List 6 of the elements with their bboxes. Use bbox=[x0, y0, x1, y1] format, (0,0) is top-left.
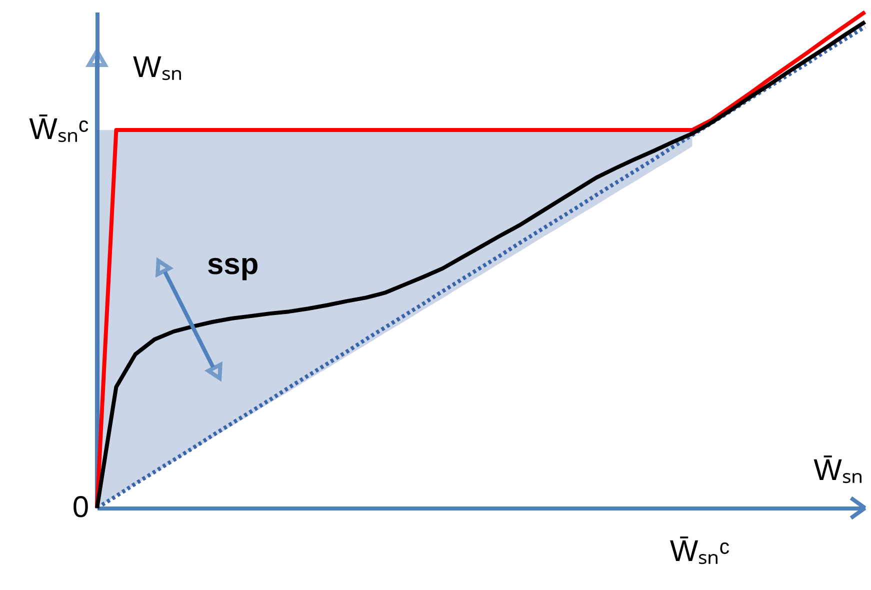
y-axis-title: Wₛₙ bbox=[133, 51, 182, 84]
text: W̄ₛₙᶜ bbox=[670, 535, 730, 568]
x-axis-title: W̄ₛₙ bbox=[814, 454, 863, 487]
text: W̄ₛₙᶜ bbox=[29, 113, 89, 146]
text: 0 bbox=[72, 491, 89, 524]
annotation: ssp bbox=[207, 248, 259, 281]
